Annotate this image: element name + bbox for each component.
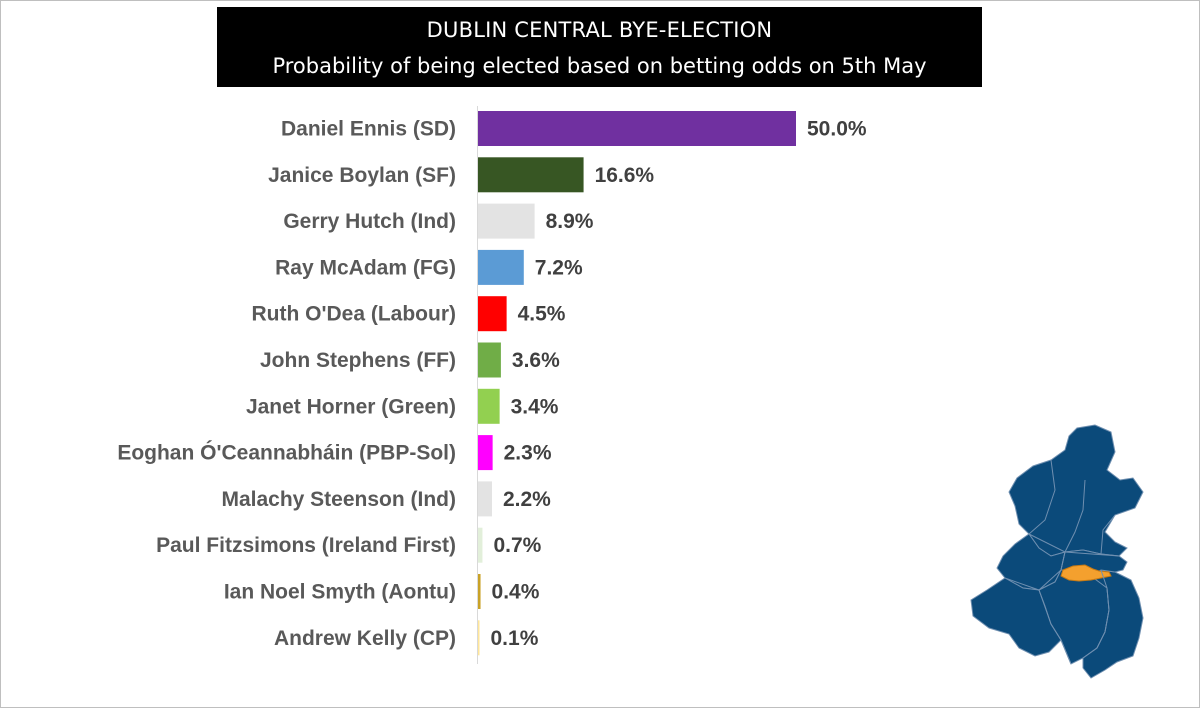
value-label: 3.4% bbox=[511, 395, 559, 418]
value-label: 50.0% bbox=[807, 118, 867, 141]
value-label: 0.1% bbox=[491, 627, 539, 650]
value-label: 3.6% bbox=[512, 349, 560, 372]
map-region-dublin-central bbox=[1060, 564, 1112, 582]
category-label: Daniel Ennis (SD) bbox=[281, 118, 456, 141]
category-label: Ray McAdam (FG) bbox=[275, 256, 456, 279]
category-label: Ian Noel Smyth (Aontu) bbox=[224, 581, 456, 604]
value-label: 16.6% bbox=[595, 164, 655, 187]
category-label: Janet Horner (Green) bbox=[246, 395, 456, 418]
bar bbox=[478, 620, 480, 656]
map-border bbox=[1028, 459, 1056, 535]
category-label: Gerry Hutch (Ind) bbox=[283, 210, 456, 233]
value-label: 7.2% bbox=[535, 256, 583, 279]
map-border bbox=[1082, 569, 1110, 659]
bar bbox=[478, 342, 501, 378]
category-label: Janice Boylan (SF) bbox=[268, 164, 456, 187]
dublin-map bbox=[970, 424, 1144, 679]
category-label: John Stephens (FF) bbox=[260, 349, 456, 372]
bar bbox=[478, 435, 493, 471]
category-label: Malachy Steenson (Ind) bbox=[221, 488, 456, 511]
category-label: Eoghan Ó'Ceannabháin (PBP-Sol) bbox=[117, 441, 456, 465]
chart-subtitle: Probability of being elected based on be… bbox=[272, 54, 927, 78]
map-borders bbox=[1004, 459, 1120, 665]
map-border bbox=[1064, 479, 1086, 553]
value-label: 0.7% bbox=[493, 534, 541, 557]
bars-layer: Daniel Ennis (SD) 50.0% Janice Boylan (SF)… bbox=[117, 111, 867, 656]
map-border bbox=[1038, 589, 1072, 665]
map-regions bbox=[970, 424, 1144, 679]
map-border bbox=[1100, 514, 1116, 555]
category-label: Ruth O'Dea (Labour) bbox=[252, 303, 456, 326]
bar bbox=[478, 388, 500, 424]
value-label: 0.4% bbox=[492, 581, 540, 604]
bar bbox=[478, 296, 507, 332]
bar bbox=[478, 203, 535, 239]
value-label: 8.9% bbox=[546, 210, 594, 233]
bar bbox=[478, 157, 584, 193]
bar bbox=[478, 481, 492, 517]
category-label: Paul Fitzsimons (Ireland First) bbox=[156, 534, 456, 557]
bar bbox=[478, 249, 524, 285]
category-label: Andrew Kelly (CP) bbox=[274, 627, 456, 650]
map-border bbox=[1004, 551, 1066, 591]
value-label: 4.5% bbox=[518, 303, 566, 326]
value-label: 2.2% bbox=[503, 488, 551, 511]
bar bbox=[478, 111, 796, 146]
bar bbox=[478, 527, 483, 563]
value-label: 2.3% bbox=[504, 442, 552, 465]
bar-chart: Daniel Ennis (SD) 50.0% Janice Boylan (SF)… bbox=[117, 106, 867, 664]
chart-title: DUBLIN CENTRAL BYE-ELECTION bbox=[426, 18, 773, 42]
title-box: DUBLIN CENTRAL BYE-ELECTION Probability … bbox=[217, 7, 982, 87]
bar bbox=[478, 574, 481, 609]
